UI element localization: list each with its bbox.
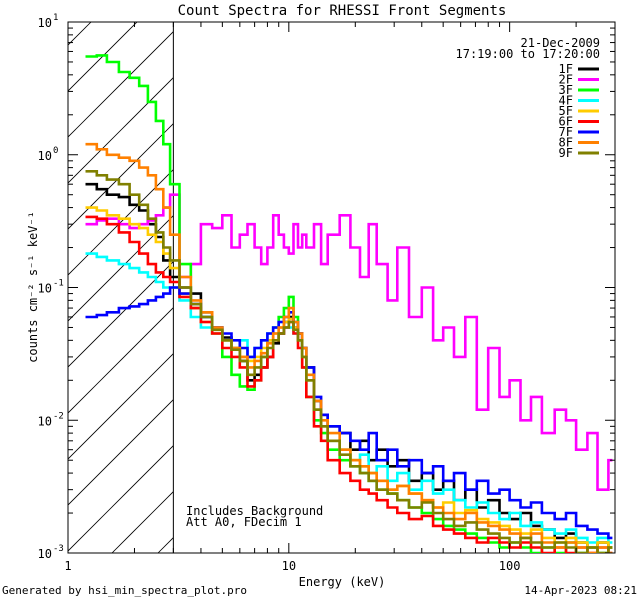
- chart-title: Count Spectra for RHESSI Front Segments: [178, 3, 507, 19]
- hatched-region-box: [68, 22, 173, 553]
- y-tick-label: 10: [38, 149, 52, 163]
- legend-label-5F: 5F: [559, 104, 573, 118]
- legend-time-range: 17:19:00 to 17:20:00: [456, 47, 601, 61]
- x-tick-label: 100: [499, 559, 521, 573]
- legend-label-1F: 1F: [559, 62, 573, 76]
- series-8F: [85, 142, 613, 553]
- hatch-line: [250, 0, 640, 553]
- legend-label-3F: 3F: [559, 83, 573, 97]
- hatch-line: [68, 22, 138, 92]
- hatch-line: [618, 0, 640, 553]
- hatch-line: [68, 22, 92, 46]
- hatched-region: [0, 0, 640, 553]
- hatch-line: [526, 0, 640, 553]
- y-tick-label: 10: [38, 547, 52, 561]
- y-tick-exponent: 1: [53, 13, 58, 23]
- legend-date: 21-Dec-2009: [521, 36, 600, 50]
- x-tick-label: 10: [282, 559, 296, 573]
- y-tick-label: 10: [38, 282, 52, 296]
- x-axis-label: Energy (keV): [299, 575, 386, 589]
- series-3F: [85, 54, 613, 553]
- legend-label-2F: 2F: [559, 73, 573, 87]
- annotation-background: Includes Background: [186, 504, 323, 518]
- series-9F: [85, 170, 613, 553]
- y-tick-exponent: -2: [53, 411, 64, 421]
- hatch-line: [68, 31, 174, 138]
- legend-label-7F: 7F: [559, 125, 573, 139]
- annotation-attenuator: Att A0, FDecim 1: [186, 515, 302, 529]
- footer-date: 14-Apr-2023 08:21: [524, 584, 637, 597]
- hatch-line: [388, 0, 640, 553]
- hatch-line: [296, 0, 640, 553]
- hatch-line: [68, 445, 174, 552]
- hatch-line: [68, 169, 174, 276]
- legend-label-6F: 6F: [559, 115, 573, 129]
- hatch-line: [68, 353, 174, 460]
- x-tick-label: 1: [64, 559, 71, 573]
- y-axis-label: counts cm⁻² s⁻¹ keV⁻¹: [26, 211, 40, 363]
- y-tick-label: 10: [38, 414, 52, 428]
- hatch-line: [68, 215, 174, 322]
- y-tick-label: 10: [38, 16, 52, 30]
- footer-generated-by: Generated by hsi_min_spectra_plot.pro: [2, 584, 248, 597]
- series-layer: [85, 54, 613, 553]
- hatch-line: [68, 399, 174, 506]
- legend-label-8F: 8F: [559, 136, 573, 150]
- y-tick-exponent: 0: [53, 146, 58, 156]
- legend-label-9F: 9F: [559, 146, 573, 160]
- legend: 21-Dec-2009 17:19:00 to 17:20:00 1F2F3F4…: [456, 36, 601, 160]
- hatch-line: [572, 0, 640, 553]
- y-tick-exponent: -1: [53, 279, 64, 289]
- hatch-line: [68, 307, 174, 414]
- y-tick-exponent: -3: [53, 544, 64, 554]
- hatch-line: [0, 0, 114, 553]
- legend-label-4F: 4F: [559, 94, 573, 108]
